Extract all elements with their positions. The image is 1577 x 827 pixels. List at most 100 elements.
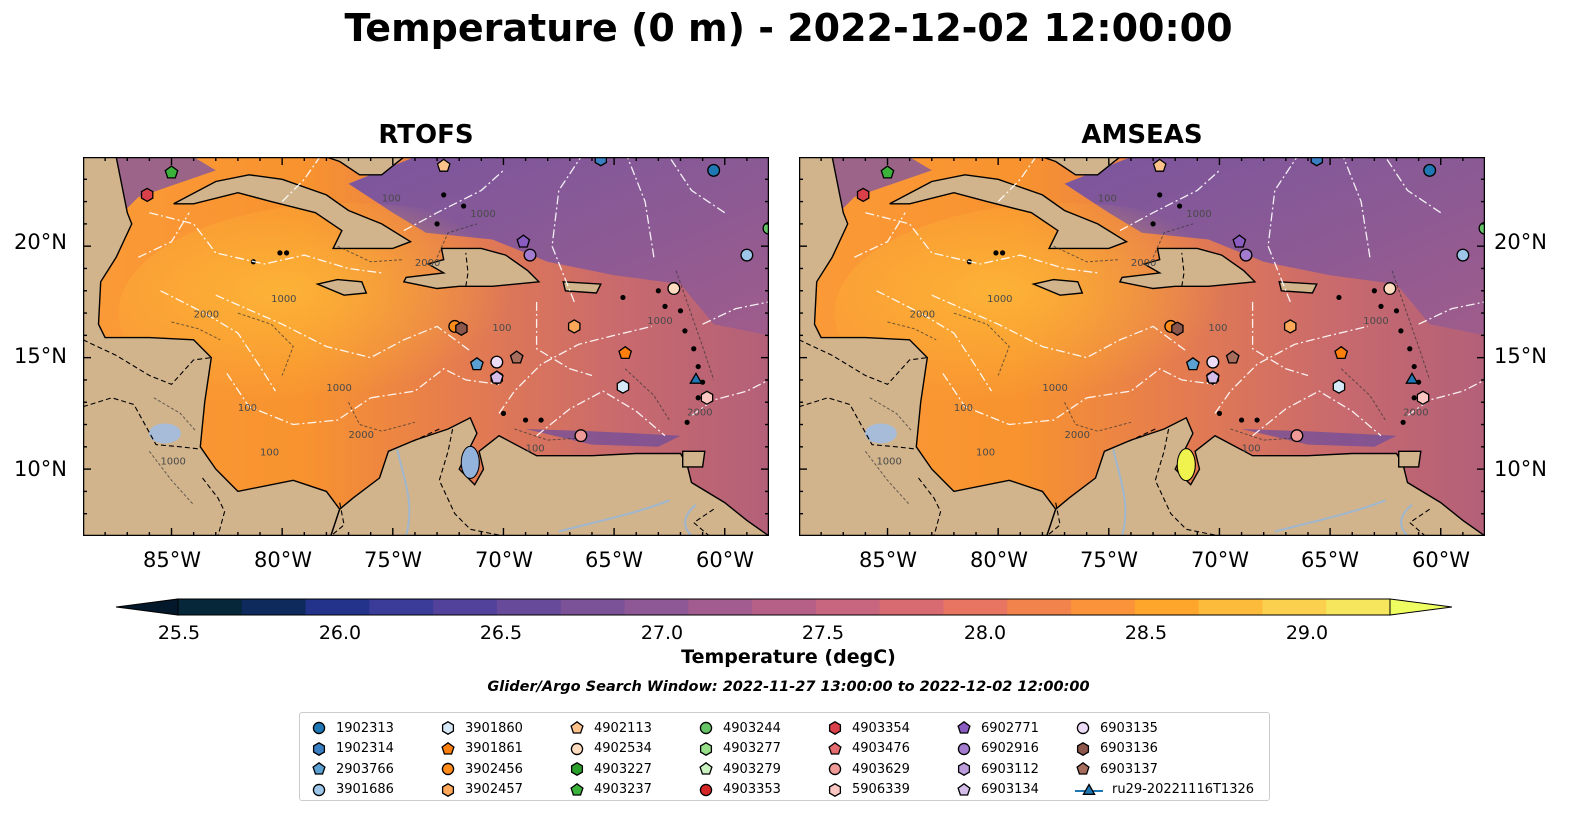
eez-line <box>160 290 277 392</box>
legend-label: 4903277 <box>723 741 781 757</box>
colorbar-swatch <box>496 599 562 615</box>
legend-item: 3901686 <box>310 780 394 801</box>
lake-nicaragua <box>148 423 181 444</box>
legend-marker-icon <box>441 721 455 736</box>
bathy-contour <box>1053 245 1120 263</box>
island-dot <box>283 250 290 256</box>
atlantic-field <box>348 157 769 336</box>
contour-label: 100 <box>492 323 511 334</box>
legend-item: 4903279 <box>697 759 781 780</box>
lon-label-85w-amseas: 85°W <box>859 548 917 572</box>
legend-item: 3902457 <box>439 780 523 801</box>
colorbar-tick: 27.5 <box>801 622 845 644</box>
contour-label: 1000 <box>1042 383 1067 394</box>
float-marker-1902314 <box>594 157 608 167</box>
land-central <box>83 157 341 536</box>
colorbar-swatch <box>752 599 817 615</box>
bathy-contour <box>348 401 416 432</box>
float-marker-3901860 <box>616 379 630 394</box>
colorbar-tick: 25.5 <box>157 622 201 644</box>
legend-marker-icon <box>699 783 713 796</box>
island-dot <box>1407 346 1413 352</box>
contour-label: 1000 <box>1186 209 1211 220</box>
land-trinidad <box>1398 450 1422 468</box>
land-bahamas <box>326 157 406 176</box>
legend-column: 4903244 4903277 4903279 4903353 <box>697 718 781 800</box>
legend-marker-icon <box>828 721 842 736</box>
eez-line <box>403 169 504 232</box>
island-dot <box>662 303 668 309</box>
legend-marker-icon <box>1076 741 1090 756</box>
bathy-contour <box>675 270 715 381</box>
island-dot <box>695 363 701 370</box>
upwelling-field <box>1241 429 1397 447</box>
island-dot <box>682 328 688 334</box>
float-marker-3901861 <box>1334 345 1349 360</box>
island-dot <box>1378 303 1384 309</box>
legend-item: 4902534 <box>568 739 652 760</box>
colorbar-swatch <box>1134 599 1200 615</box>
colorbar-label: Temperature (degC) <box>681 646 896 668</box>
legend-label: 1902314 <box>336 741 394 757</box>
eez-line <box>1119 169 1220 232</box>
contour-label: 2000 <box>1065 430 1090 441</box>
contour-label: 100 <box>1098 194 1117 205</box>
colorbar-tick: 29.0 <box>1285 622 1329 644</box>
float-marker-6903137 <box>509 350 524 364</box>
bathy-contour <box>869 397 913 432</box>
country-border <box>410 428 440 443</box>
contour-label: 1000 <box>271 294 296 305</box>
legend-marker-icon <box>699 722 713 735</box>
contour-label: 2000 <box>415 258 440 269</box>
legend-item: 4903227 <box>568 759 652 780</box>
colorbar-swatch <box>879 599 945 615</box>
legend-label: 3901861 <box>465 741 523 757</box>
float-marker-4903237 <box>880 165 895 179</box>
legend-marker-icon <box>312 783 326 796</box>
country-border <box>330 502 345 536</box>
float-marker-4903354 <box>140 187 154 203</box>
float-marker-2903766 <box>1185 356 1200 371</box>
legend-marker-icon <box>312 762 326 775</box>
colorbar-swatch <box>1007 599 1072 615</box>
eez-line <box>1267 157 1298 303</box>
contour-label: 100 <box>260 448 279 459</box>
legend-label: 4903244 <box>723 720 781 736</box>
contour-label: 100 <box>954 403 973 414</box>
legend-item: 3901861 <box>439 739 523 760</box>
legend-marker-icon <box>828 741 842 755</box>
float-marker-6902916 <box>1239 248 1253 262</box>
island-dot <box>1177 203 1183 209</box>
island-dot <box>1398 328 1404 334</box>
island-dot <box>993 250 999 256</box>
island-dot <box>677 308 684 314</box>
float-marker-6902771 <box>516 234 531 248</box>
float-marker-6903136 <box>455 321 468 336</box>
island-dot <box>1411 363 1417 370</box>
upwelling-field <box>525 429 681 447</box>
legend-item: 6903135 <box>1074 718 1254 739</box>
float-marker-4902534 <box>667 282 681 296</box>
island-dot <box>1411 395 1417 401</box>
lat-label-20n-right: 20°N <box>1494 230 1547 254</box>
island-dot <box>434 221 440 227</box>
float-marker-5906339 <box>700 390 714 406</box>
float-marker-5906339 <box>1416 390 1430 406</box>
legend-label: 4903227 <box>594 761 652 777</box>
island-dot <box>1150 221 1156 227</box>
float-marker-1902313 <box>707 163 721 177</box>
country-border <box>1046 502 1061 536</box>
float-marker-1902313 <box>1423 163 1437 177</box>
bathy-contour <box>887 321 937 341</box>
colorbar-outline <box>177 598 1391 616</box>
country-border <box>202 477 226 536</box>
legend-item: 1902314 <box>310 739 394 760</box>
island-dot <box>461 203 467 209</box>
contour-label: 1000 <box>987 294 1012 305</box>
legend-marker-icon <box>570 742 584 755</box>
float-marker-3902457 <box>567 319 581 334</box>
colorbar-swatch <box>624 599 689 615</box>
island-dot <box>500 410 507 416</box>
colorbar-tick: 26.0 <box>318 622 362 644</box>
legend-marker-icon <box>828 763 842 776</box>
